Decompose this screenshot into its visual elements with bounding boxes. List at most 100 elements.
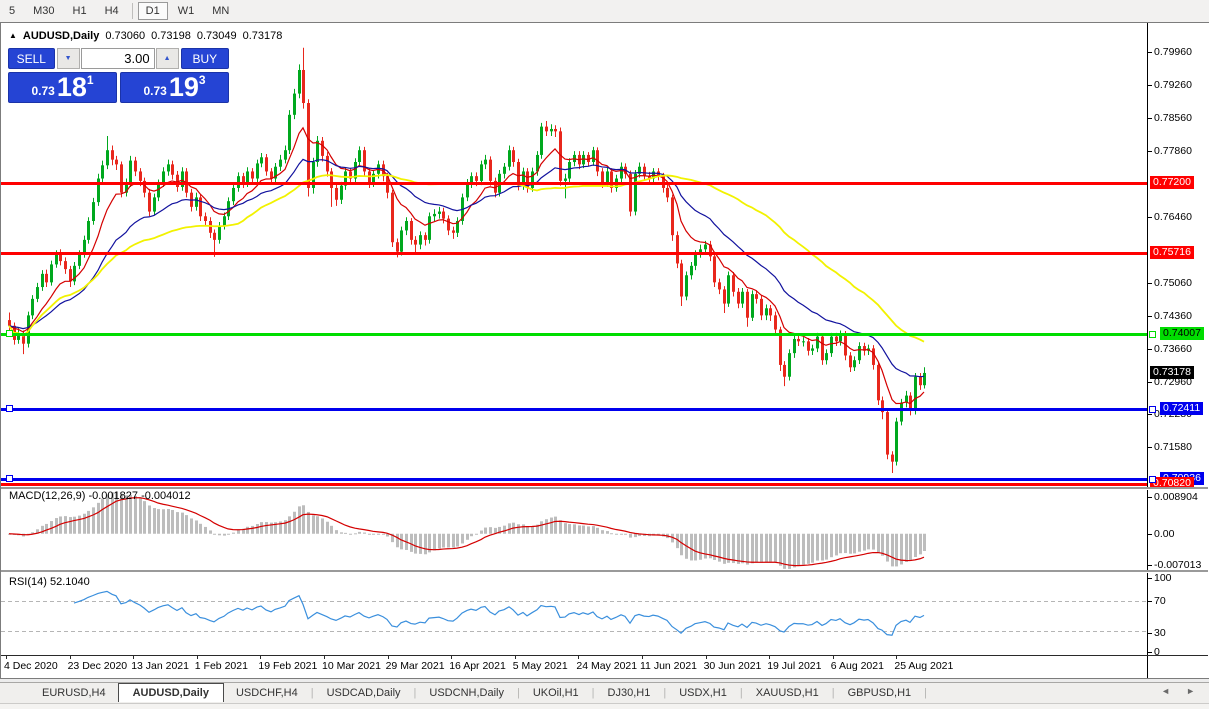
chart-tab-dj30[interactable]: DJ30,H1 [607, 687, 651, 699]
buy-price-prefix: 0.73 [143, 84, 167, 98]
timeframe-button-d1[interactable]: D1 [137, 2, 168, 20]
sell-button[interactable]: SELL [8, 48, 55, 69]
rsi-axis-label: 70 [1148, 595, 1166, 607]
chart-tab-usdcnh[interactable]: USDCNH,Daily [429, 687, 504, 699]
rsi-axis-label: 30 [1148, 627, 1166, 639]
status-bar [0, 703, 1209, 709]
date-tick-label: 13 Jan 2021 [131, 656, 189, 672]
chart-tab-xauusd[interactable]: XAUUSD,H1 [755, 687, 819, 699]
timeframe-button-h4[interactable]: H4 [104, 5, 119, 17]
quote-header: ▲ AUDUSD,Daily 0.73060 0.73198 0.73049 0… [9, 30, 282, 42]
chart-tab-audusd[interactable]: AUDUSD,Daily [117, 682, 224, 702]
buy-price-display[interactable]: 0.73 19 3 [120, 72, 229, 103]
price-line-label[interactable]: 0.74007 [1160, 326, 1204, 340]
timeframe-button-mn[interactable]: MN [212, 5, 230, 17]
quote-low: 0.73049 [196, 30, 237, 42]
chart-tab-gbpusd[interactable]: GBPUSD,H1 [847, 687, 912, 699]
quote-open: 0.73060 [105, 30, 146, 42]
tab-divider: | [663, 687, 667, 699]
chart-tab-usdchf[interactable]: USDCHF,H4 [235, 687, 298, 699]
price-tick-label: 0.77860 [1148, 145, 1192, 158]
current-price-label[interactable]: 0.73178 [1150, 366, 1194, 380]
volume-input[interactable] [80, 48, 155, 69]
timeframe-button-w1[interactable]: W1 [177, 5, 195, 17]
buy-button[interactable]: BUY [180, 48, 229, 69]
macd-panel-separator[interactable] [1, 487, 1208, 490]
price-tick-label: 0.76460 [1148, 211, 1192, 224]
date-tick-label: 25 Aug 2021 [894, 656, 954, 672]
price-line-label[interactable]: 0.72411 [1160, 402, 1204, 416]
date-tick-label: 30 Jun 2021 [703, 656, 762, 672]
tab-divider: | [591, 687, 595, 699]
sell-price-big: 18 [56, 72, 87, 102]
symbol-period-label: AUDUSD,Daily [22, 30, 100, 42]
tab-scroll-buttons: ◄ ► [1161, 686, 1195, 696]
price-tick-label: 0.75060 [1148, 277, 1192, 290]
tab-divider: | [310, 687, 314, 699]
date-tick-label: 10 Mar 2021 [322, 656, 381, 672]
date-tick-label: 6 Aug 2021 [830, 656, 884, 672]
price-tick-label: 0.73660 [1148, 343, 1192, 356]
date-tick-label: 19 Feb 2021 [258, 656, 318, 672]
rsi-panel-separator[interactable] [1, 570, 1208, 573]
price-tick-label: 0.78560 [1148, 112, 1192, 125]
triangle-up-icon: ▲ [163, 55, 171, 62]
timeframe-button-h1[interactable]: H1 [72, 5, 87, 17]
chart-tab-ukoil[interactable]: UKOil,H1 [532, 687, 579, 699]
macd-axis-label: -0.007013 [1147, 559, 1202, 571]
date-tick-label: 29 Mar 2021 [385, 656, 445, 672]
price-line-label[interactable]: 0.77200 [1150, 176, 1194, 190]
sell-price-display[interactable]: 0.73 18 1 [8, 72, 117, 103]
scroll-left-icon[interactable]: ◄ [1161, 686, 1171, 696]
candlestick-chart-canvas[interactable] [1, 23, 1147, 655]
price-tick-label: 0.79260 [1148, 79, 1192, 92]
line-endpoint-marker[interactable] [1149, 330, 1156, 338]
sell-price-sup: 1 [86, 73, 94, 87]
time-axis[interactable]: 4 Dec 2020 23 Dec 2020 13 Jan 2021 1 Feb 20… [1, 655, 1208, 679]
tab-divider: | [516, 687, 520, 699]
macd-axis-label: 0.008904 [1148, 491, 1198, 503]
line-endpoint-marker[interactable] [1149, 406, 1156, 414]
macd-indicator-label: MACD(12,26,9) -0.001827 -0.004012 [9, 490, 191, 502]
volume-increase-button[interactable]: ▲ [155, 48, 179, 69]
date-tick-label: 23 Dec 2020 [67, 656, 128, 672]
date-tick-label: 16 Apr 2021 [449, 656, 506, 672]
buy-price-big: 19 [168, 72, 199, 102]
date-tick-label: 19 Jul 2021 [767, 656, 822, 672]
rsi-axis-label: 0 [1148, 646, 1160, 658]
collapse-trade-panel-icon[interactable]: ▲ [9, 31, 17, 40]
chart-tab-usdcad[interactable]: USDCAD,Daily [326, 687, 401, 699]
chart-tab-eurusd[interactable]: EURUSD,H4 [42, 687, 106, 699]
quote-high: 0.73198 [151, 30, 191, 42]
quote-close: 0.73178 [242, 30, 283, 42]
date-tick-label: 11 Jun 2021 [640, 656, 698, 672]
tab-divider: | [739, 687, 743, 699]
price-line-label[interactable]: 0.75716 [1150, 246, 1194, 260]
toolbar-divider [131, 3, 133, 19]
date-tick-label: 4 Dec 2020 [4, 656, 58, 672]
tab-divider: | [924, 687, 927, 699]
tab-divider: | [831, 687, 835, 699]
timeframe-button-5[interactable]: 5 [9, 5, 16, 17]
volume-stepper: ▼ ▲ [56, 48, 179, 69]
sell-price-prefix: 0.73 [31, 84, 55, 98]
macd-axis-label: 0.00 [1147, 528, 1175, 540]
timeframe-button-m30[interactable]: M30 [33, 5, 55, 17]
date-tick-label: 1 Feb 2021 [194, 656, 248, 672]
price-tick-label: 0.71580 [1148, 441, 1192, 454]
line-endpoint-marker[interactable] [1149, 475, 1156, 483]
date-tick-label: 24 May 2021 [576, 656, 638, 672]
scroll-right-icon[interactable]: ► [1186, 686, 1195, 696]
price-tick-label: 0.79960 [1148, 46, 1192, 58]
chart-tab-usdx[interactable]: USDX,H1 [679, 687, 727, 699]
volume-decrease-button[interactable]: ▼ [56, 48, 80, 69]
date-tick-label: 5 May 2021 [512, 656, 568, 672]
price-tick-label: 0.74360 [1148, 310, 1192, 323]
price-tick-label: 0.72960 [1148, 376, 1192, 389]
chart-window: ▲ AUDUSD,Daily 0.73060 0.73198 0.73049 0… [0, 22, 1209, 679]
timeframe-toolbar: 5 M30 H1 H4 D1 W1 MN [0, 0, 1209, 23]
rsi-axis-label: 100 [1148, 572, 1172, 584]
rsi-indicator-label: RSI(14) 52.1040 [9, 576, 90, 588]
price-axis[interactable]: 0.79960 0.79260 0.78560 0.77860 0.76460 0.750… [1147, 23, 1209, 678]
